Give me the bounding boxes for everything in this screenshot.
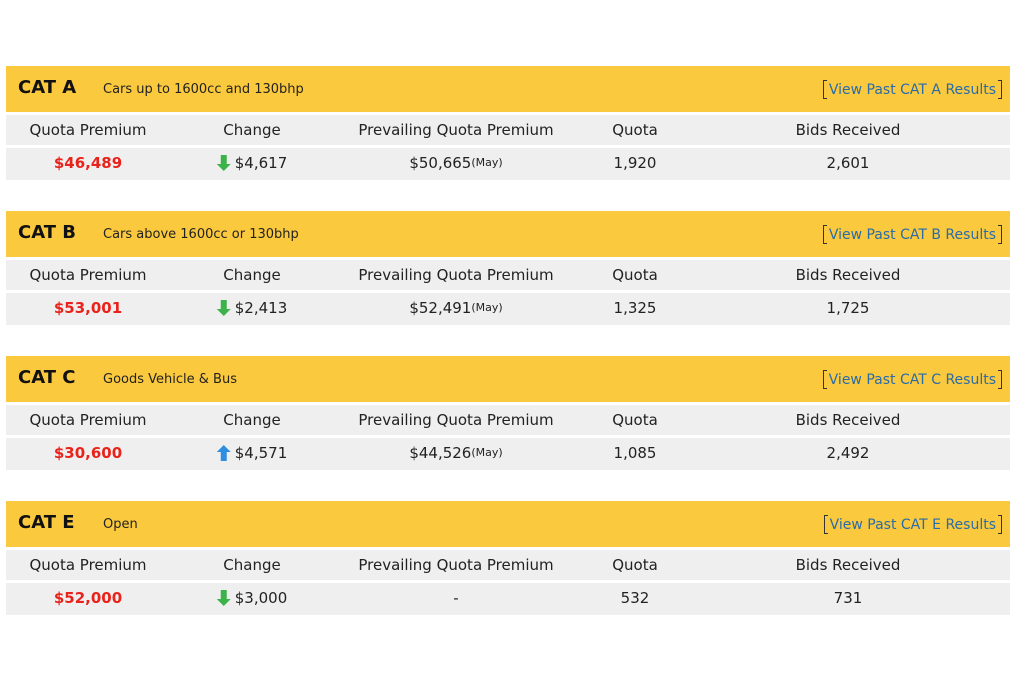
category-section: CAT C Goods Vehicle & Bus View Past CAT C … — [6, 356, 1010, 470]
column-header: Bids Received — [795, 556, 901, 574]
prevailing-value: $52,491 — [409, 299, 472, 317]
change-value: $4,571 — [234, 444, 288, 462]
bids-received: 731 — [833, 589, 863, 607]
column-header: Quota — [612, 266, 658, 284]
category-section: CAT B Cars above 1600cc or 130bhp View Pas… — [6, 211, 1010, 325]
column-header: Quota — [612, 556, 658, 574]
change-arrow — [216, 445, 231, 461]
category-name: CAT C — [18, 367, 76, 388]
change: $3,000 — [216, 583, 288, 613]
past-results-link[interactable]: View Past CAT B Results — [822, 225, 1002, 244]
prevailing-value: - — [453, 589, 459, 607]
column-header-row: Quota Premium Change Prevailing Quota Prem… — [6, 257, 1010, 290]
bids-received: 1,725 — [826, 299, 870, 317]
quota: 1,920 — [613, 154, 657, 172]
category-description: Goods Vehicle & Bus — [103, 372, 237, 387]
change-value: $2,413 — [234, 299, 288, 317]
column-header: Prevailing Quota Premium — [358, 411, 554, 429]
prevailing-value: $44,526 — [409, 444, 472, 462]
column-header: Bids Received — [795, 121, 901, 139]
category-section: CAT A Cars up to 1600cc and 130bhp View Pa… — [6, 66, 1010, 180]
category-description: Cars above 1600cc or 130bhp — [103, 227, 299, 242]
column-header: Quota Premium — [29, 556, 147, 574]
past-results-link[interactable]: View Past CAT E Results — [823, 515, 1002, 534]
past-results-link[interactable]: View Past CAT C Results — [822, 370, 1002, 389]
quota-premium: $46,489 — [53, 154, 123, 172]
prevailing-month: (May) — [471, 156, 503, 169]
link-text[interactable]: View Past CAT A Results — [828, 81, 996, 98]
bracket — [998, 225, 1002, 244]
column-header: Prevailing Quota Premium — [358, 556, 554, 574]
column-header: Quota Premium — [29, 266, 147, 284]
column-header: Quota — [612, 121, 658, 139]
category-name: CAT B — [18, 222, 77, 243]
column-header: Quota Premium — [29, 121, 147, 139]
section-header: CAT C Goods Vehicle & Bus View Past CAT C … — [6, 356, 1010, 402]
change-value: $4,617 — [234, 154, 288, 172]
bids-received: 2,492 — [826, 444, 870, 462]
column-header-row: Quota Premium Change Prevailing Quota Prem… — [6, 402, 1010, 435]
column-header-row: Quota Premium Change Prevailing Quota Prem… — [6, 547, 1010, 580]
column-header: Change — [223, 411, 281, 429]
data-row: $53,001 $2,413 $52,491 (May) 1,325 1,725 — [6, 290, 1010, 325]
bracket — [822, 370, 827, 389]
section-header: CAT E Open View Past CAT E Results — [6, 501, 1010, 547]
column-header: Prevailing Quota Premium — [358, 266, 554, 284]
column-header: Quota — [612, 411, 658, 429]
category-name: CAT A — [18, 77, 77, 98]
bracket — [998, 515, 1002, 534]
category-description: Open — [103, 517, 138, 532]
link-text[interactable]: View Past CAT E Results — [829, 516, 996, 533]
quota: 532 — [620, 589, 650, 607]
prevailing-premium: $44,526 (May) — [409, 438, 502, 468]
column-header: Change — [223, 121, 281, 139]
category-description: Cars up to 1600cc and 130bhp — [103, 82, 304, 97]
quota-premium: $52,000 — [53, 589, 123, 607]
bracket — [822, 225, 827, 244]
data-row: $46,489 $4,617 $50,665 (May) 1,920 2,601 — [6, 145, 1010, 180]
change: $2,413 — [216, 293, 288, 323]
change: $4,571 — [216, 438, 288, 468]
column-header: Bids Received — [795, 411, 901, 429]
data-row: $52,000 $3,000 - 532 731 — [6, 580, 1010, 615]
prevailing-premium: - — [453, 583, 458, 613]
change-value: $3,000 — [234, 589, 288, 607]
section-header: CAT A Cars up to 1600cc and 130bhp View Pa… — [6, 66, 1010, 112]
link-text[interactable]: View Past CAT B Results — [828, 226, 996, 243]
bracket — [822, 80, 827, 99]
prevailing-premium: $50,665 (May) — [409, 148, 502, 178]
change-arrow — [216, 300, 231, 316]
past-results-link[interactable]: View Past CAT A Results — [822, 80, 1002, 99]
category-name: CAT E — [18, 512, 75, 533]
quota: 1,085 — [613, 444, 657, 462]
change-arrow — [216, 590, 231, 606]
quota-premium: $30,600 — [53, 444, 123, 462]
link-text[interactable]: View Past CAT C Results — [828, 371, 996, 388]
change: $4,617 — [216, 148, 288, 178]
prevailing-month: (May) — [471, 301, 503, 314]
prevailing-value: $50,665 — [409, 154, 472, 172]
category-section: CAT E Open View Past CAT E Results Quota Pr… — [6, 501, 1010, 615]
column-header-row: Quota Premium Change Prevailing Quota Prem… — [6, 112, 1010, 145]
quota-premium: $53,001 — [53, 299, 123, 317]
quota: 1,325 — [613, 299, 657, 317]
column-header: Bids Received — [795, 266, 901, 284]
bids-received: 2,601 — [826, 154, 870, 172]
prevailing-premium: $52,491 (May) — [409, 293, 502, 323]
column-header: Quota Premium — [29, 411, 147, 429]
data-row: $30,600 $4,571 $44,526 (May) 1,085 2,492 — [6, 435, 1010, 470]
column-header: Change — [223, 266, 281, 284]
column-header: Prevailing Quota Premium — [358, 121, 554, 139]
bracket — [998, 80, 1002, 99]
prevailing-month: (May) — [471, 446, 503, 459]
bracket — [998, 370, 1002, 389]
column-header: Change — [223, 556, 281, 574]
change-arrow — [216, 155, 231, 171]
section-header: CAT B Cars above 1600cc or 130bhp View Pas… — [6, 211, 1010, 257]
bracket — [823, 515, 828, 534]
